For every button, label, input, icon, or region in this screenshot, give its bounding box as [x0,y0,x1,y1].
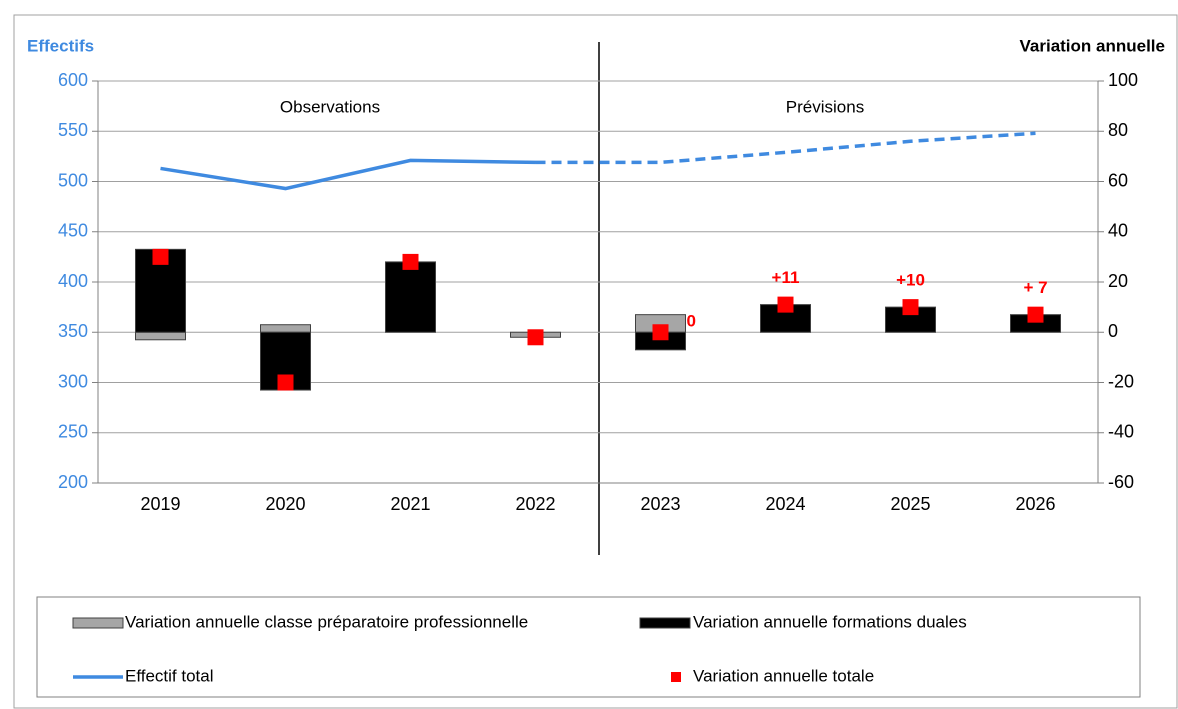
y-tick-label: 300 [58,371,88,391]
line [160,158,536,191]
y2-tick-label: -60 [1108,472,1134,492]
x-tick-label: 2021 [390,494,430,514]
marker [902,299,919,316]
marker [527,329,544,346]
bar [385,261,436,333]
legend-box [36,596,1141,698]
marker [652,324,669,341]
y-tick-label: 250 [58,422,88,442]
legend-swatch [72,617,124,629]
x-tick-label: 2026 [1015,494,1055,514]
marker [152,248,169,265]
data-label: +10 [896,271,925,290]
x-tick-label: 2022 [515,494,555,514]
marker [402,253,419,270]
y2-tick-label: 100 [1108,70,1138,90]
data-label: +11 [772,268,800,287]
marker [1027,306,1044,323]
annotation: Prévisions [786,97,864,116]
y2-tick-label: -20 [1108,371,1134,391]
marker [277,374,294,391]
data-label: + 7 [1023,278,1047,297]
chart-border [13,14,1178,709]
y2-tick-label: 0 [1108,321,1118,341]
legend-label: Variation annuelle totale [693,666,874,685]
y2-tick-label: -40 [1108,422,1134,442]
y2-tick-label: 80 [1108,120,1128,140]
data-label: 0 [687,312,696,331]
legend-label: Effectif total [125,666,214,685]
legend-label: Variation annuelle formations duales [693,612,967,631]
x-tick-label: 2024 [765,494,805,514]
y-tick-label: 200 [58,472,88,492]
y-tick-label: 500 [58,170,88,190]
annotation: Observations [280,97,380,116]
x-tick-label: 2020 [265,494,305,514]
bar [260,324,311,333]
x-tick-label: 2023 [640,494,680,514]
bar [135,331,186,341]
y-tick-label: 450 [58,221,88,241]
y-tick-label: 400 [58,271,88,291]
y-tick-label: 600 [58,70,88,90]
y-tick-label: 350 [58,321,88,341]
y2-tick-label: 20 [1108,271,1128,291]
x-tick-label: 2025 [890,494,930,514]
y2-tick-label: 60 [1108,170,1128,190]
legend-swatch [639,617,691,629]
y-tick-label: 550 [58,120,88,140]
line [535,131,1036,165]
y2-axis-label: Variation annuelle [1020,36,1166,55]
y2-tick-label: 40 [1108,221,1128,241]
x-tick-label: 2019 [140,494,180,514]
y-axis-label: Effectifs [27,36,94,55]
marker [777,296,794,313]
legend-swatch [671,672,681,682]
legend-label: Variation annuelle classe préparatoire p… [125,612,528,631]
